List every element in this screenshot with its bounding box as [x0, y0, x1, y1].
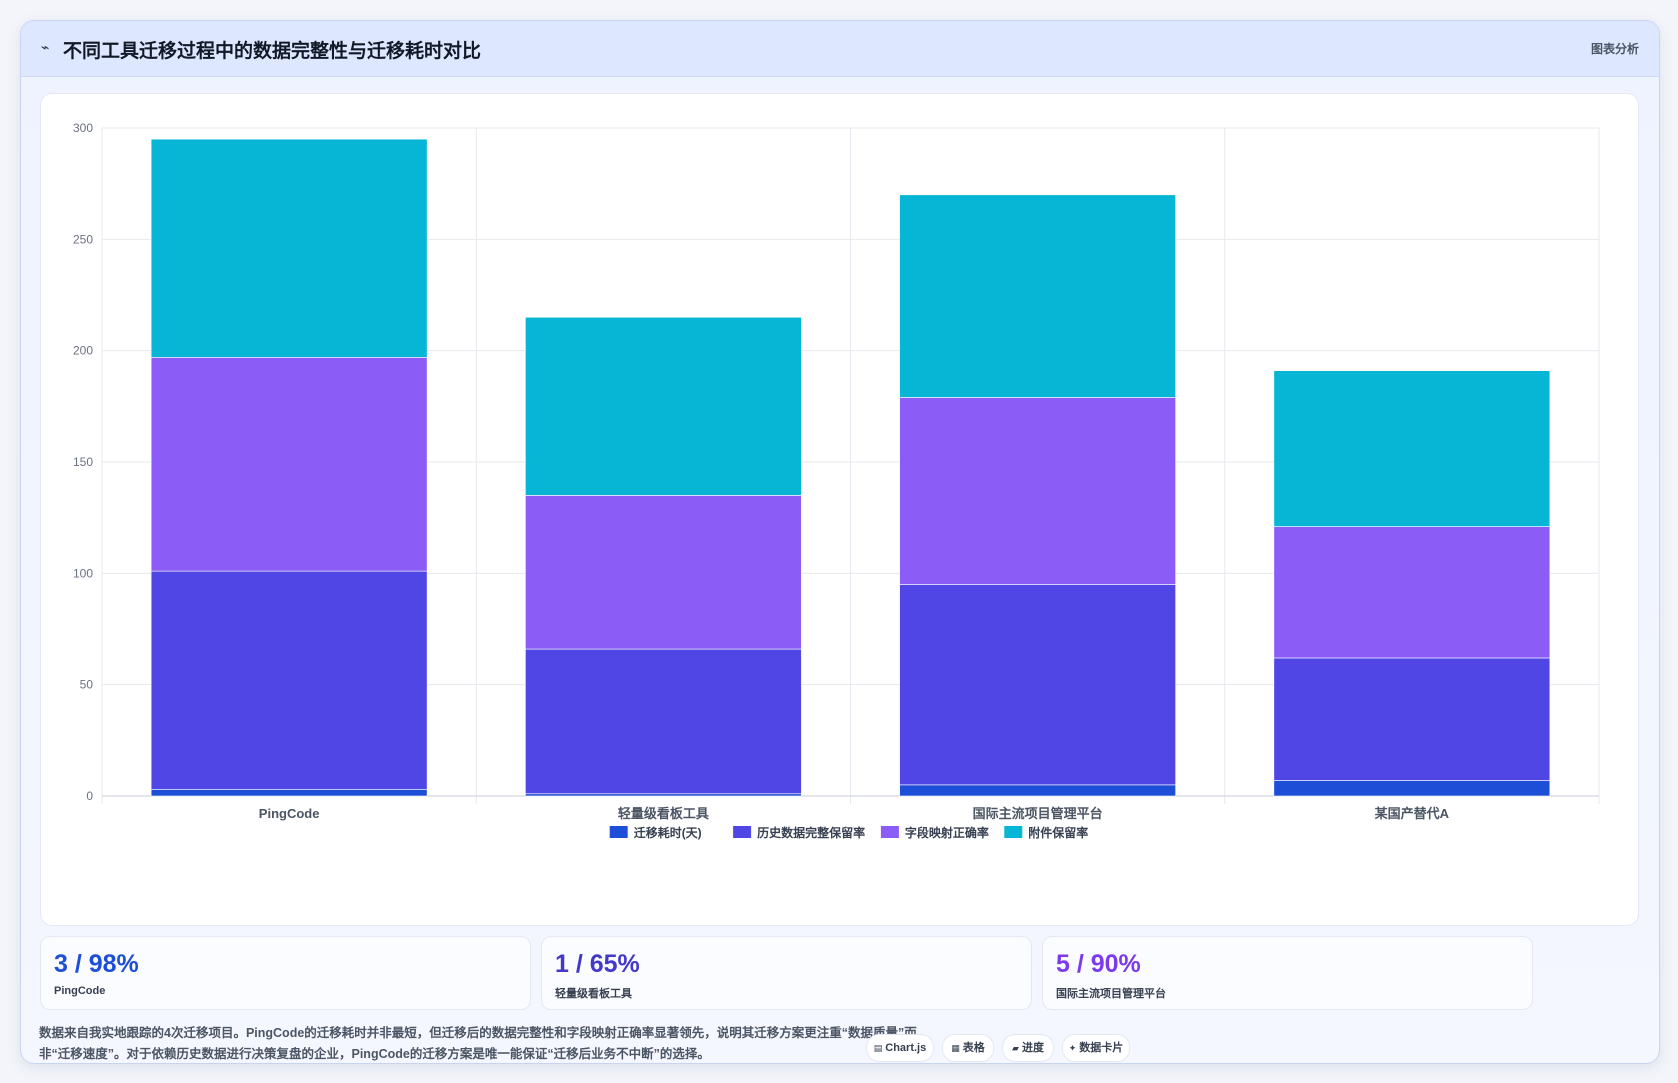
bar-segment — [899, 584, 1176, 786]
stat-label: 轻量级看板工具 — [555, 988, 632, 1000]
legend-swatch — [609, 826, 628, 838]
y-tick-label: 50 — [80, 678, 94, 692]
card-title: 不同工具迁移过程中的数据完整性与迁移耗时对比 — [63, 41, 482, 62]
chip-chartjs[interactable]: ▤ Chart.js — [866, 1034, 934, 1062]
legend-swatch — [733, 826, 752, 838]
bar-segment — [1273, 370, 1551, 527]
y-tick-label: 300 — [73, 121, 93, 135]
bar-segment — [899, 194, 1176, 398]
bar-segment — [1273, 780, 1551, 797]
y-tick-label: 150 — [73, 455, 93, 469]
stat-value: 5 / 90% — [1056, 950, 1141, 978]
x-tick-label: 国际主流项目管理平台 — [973, 806, 1103, 821]
x-tick-label: PingCode — [259, 806, 320, 821]
y-tick-label: 200 — [73, 344, 93, 358]
sparkle-icon: ✦ — [1068, 1043, 1077, 1053]
chip-table[interactable]: ▦ 表格 — [942, 1034, 994, 1062]
stat-value: 3 / 98% — [54, 950, 139, 978]
legend-swatch — [880, 826, 899, 838]
bar-segment — [150, 138, 428, 358]
legend-label: 字段映射正确率 — [905, 825, 989, 840]
bar-segment — [525, 316, 802, 496]
stat-value: 1 / 65% — [555, 950, 640, 978]
x-tick-label: 某国产替代A — [1374, 806, 1450, 821]
bar-segment — [899, 397, 1176, 585]
x-tick-label: 轻量级看板工具 — [618, 806, 709, 821]
y-tick-label: 250 — [73, 232, 93, 246]
table-icon: ▦ — [951, 1043, 960, 1053]
stacked-bar-chart: 0 50 100 150 200 250 300 PingCode 轻量级看板工具 国际主流项目管… — [73, 121, 1600, 840]
stat-card-2: 1 / 65% 轻量级看板工具 — [541, 936, 1032, 1010]
y-tick-label: 100 — [73, 566, 93, 580]
bar-segment — [1273, 657, 1551, 781]
stat-card-1: 3 / 98% PingCode — [40, 936, 531, 1010]
card-header: ⌁ 不同工具迁移过程中的数据完整性与迁移耗时对比 图表分析 — [21, 21, 1659, 77]
chip-data-card[interactable]: ✦ 数据卡片 — [1062, 1034, 1130, 1062]
chart-card: ⌁ 不同工具迁移过程中的数据完整性与迁移耗时对比 图表分析 0 50 100 150 2… — [20, 20, 1660, 1064]
bar-segment — [150, 789, 428, 797]
bar-segment — [525, 793, 802, 797]
stat-card-3: 5 / 90% 国际主流项目管理平台 — [1042, 936, 1533, 1010]
footnote-text: 数据来自我实地跟踪的4次迁移项目。PingCode的迁移耗时并非最短，但迁移后的… — [39, 1026, 917, 1061]
bar-segment — [525, 648, 802, 795]
progress-icon: ▰ — [1012, 1043, 1019, 1053]
chart-analysis-tag[interactable]: 图表分析 — [1590, 42, 1639, 56]
legend-swatch — [1004, 826, 1023, 838]
chart-panel: 0 50 100 150 200 250 300 PingCode 轻量级看板工具 国际主流项目管… — [40, 93, 1639, 926]
chart-line-icon: ⌁ — [41, 39, 50, 55]
bar-segment — [525, 495, 802, 650]
y-tick-label: 0 — [86, 789, 93, 803]
bar-segment — [150, 357, 428, 572]
legend-label: 历史数据完整保留率 — [757, 825, 865, 840]
bar-segment — [899, 784, 1176, 797]
legend-label: 迁移耗时(天) — [634, 825, 702, 840]
stat-label: PingCode — [54, 985, 106, 997]
stat-label: 国际主流项目管理平台 — [1056, 988, 1166, 1000]
bar-segment — [1273, 526, 1551, 659]
bar-segment — [150, 570, 428, 790]
legend-label: 附件保留率 — [1028, 825, 1088, 840]
chip-progress[interactable]: ▰ 进度 — [1002, 1034, 1054, 1062]
chart-icon: ▤ — [873, 1043, 883, 1053]
